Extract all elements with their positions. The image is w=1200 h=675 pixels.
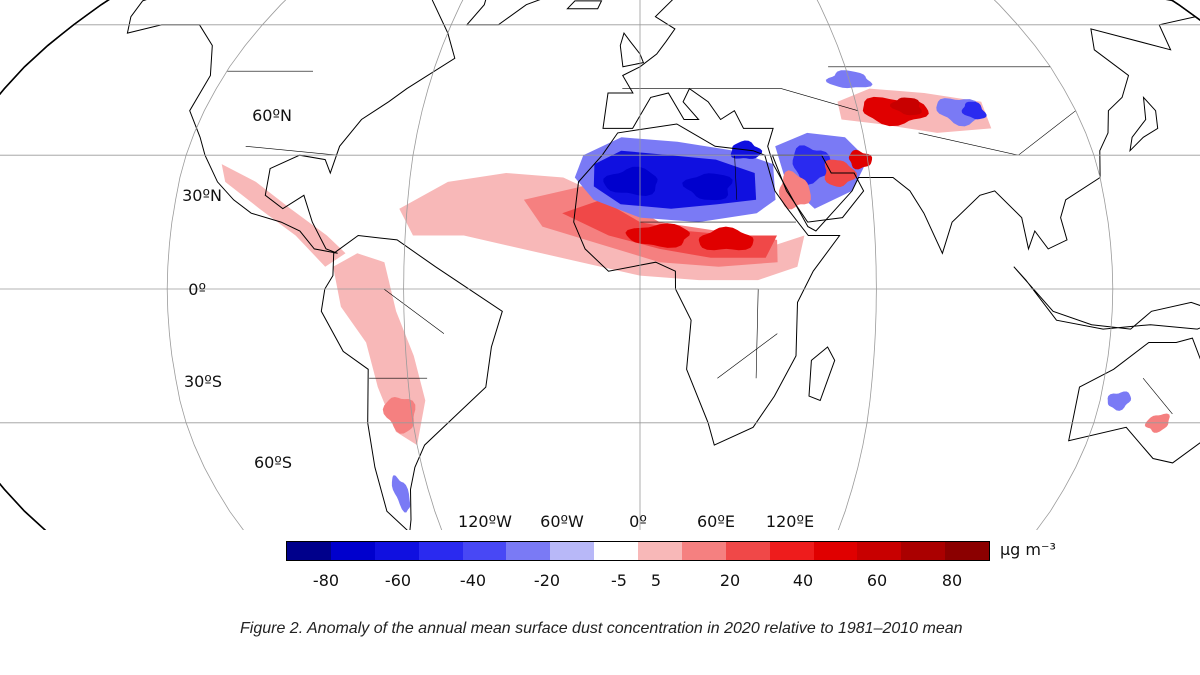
lon-label-120w: 120ºW [458, 512, 512, 531]
lat-label-0: 0º [188, 280, 206, 299]
anomaly-region [889, 97, 922, 116]
anomaly-region [221, 164, 346, 267]
colorbar-tick: 60 [866, 571, 888, 590]
anomaly-region [1107, 391, 1132, 411]
world-map [0, 0, 1200, 530]
colorbar-segment [813, 542, 858, 560]
landmass-arabia-inner [771, 154, 865, 223]
colorbar-segment [857, 542, 902, 560]
colorbar-segment [550, 542, 595, 560]
colorbar-tick: 40 [792, 571, 814, 590]
landmass-madagascar [808, 346, 836, 402]
anomaly-region [625, 223, 690, 248]
colorbar-tick: -60 [384, 571, 412, 590]
colorbar-segment [418, 542, 463, 560]
lat-label-60n: 60ºN [252, 106, 292, 125]
colorbar-segment [769, 542, 814, 560]
anomaly-region [682, 173, 733, 201]
anomaly-region [382, 397, 416, 434]
anomaly-region [848, 149, 873, 170]
anomaly-region [961, 101, 987, 120]
anomaly-region [778, 170, 811, 210]
landmass-greenland [465, 0, 591, 26]
colorbar-segment [725, 542, 770, 560]
colorbar-tick: -80 [312, 571, 340, 590]
landmass-eurasia [602, 0, 1197, 255]
lat-label-30n: 30ºN [182, 186, 222, 205]
colorbar-segment [287, 542, 331, 560]
lat-label-30s: 30ºS [183, 372, 222, 391]
colorbar-tick: 80 [941, 571, 963, 590]
lon-label-0: 0º [629, 512, 647, 531]
graticule-meridian [403, 0, 515, 530]
anomaly-region [603, 166, 658, 196]
colorbar-tick: 5 [650, 571, 662, 590]
country-border [1142, 378, 1173, 415]
lon-label-120e: 120ºE [765, 512, 815, 531]
landmass-indonesia [1013, 266, 1200, 330]
colorbar-segment [594, 542, 638, 560]
landmass-great-britain [619, 32, 645, 68]
graticule-meridian [891, 0, 1114, 530]
colorbar-segment [945, 542, 989, 560]
colorbar-segment [330, 542, 375, 560]
anomaly-region [391, 475, 411, 513]
country-border [717, 333, 778, 379]
graticule [0, 0, 1200, 530]
landmass-africa [573, 123, 841, 446]
landmass-north-america [126, 0, 456, 254]
colorbar-tick: 20 [719, 571, 741, 590]
anomaly-region [698, 226, 754, 251]
colorbar-segment [462, 542, 507, 560]
dust-anomaly-layer [221, 70, 1170, 513]
colorbar-tick: -40 [459, 571, 487, 590]
graticule-meridian [166, 0, 389, 530]
country-border [622, 88, 858, 111]
landmass-australia [1068, 337, 1200, 464]
landmass-iceland [566, 0, 603, 10]
lon-label-60w: 60ºW [540, 512, 584, 531]
colorbar-segment [638, 542, 682, 560]
colorbar-units: μg m⁻³ [1000, 540, 1056, 559]
colorbar [286, 541, 990, 561]
country-border [245, 146, 338, 156]
colorbar-tick: -20 [533, 571, 561, 590]
graticule-meridian [765, 0, 877, 530]
figure-caption: Figure 2. Anomaly of the annual mean sur… [240, 620, 963, 637]
colorbar-segment [901, 542, 946, 560]
colorbar-tick: -5 [611, 571, 627, 590]
colorbar-segment [374, 542, 419, 560]
colorbar-segment [506, 542, 551, 560]
anomaly-region [333, 253, 426, 446]
lat-label-60s: 60ºS [253, 453, 292, 472]
lon-label-60e: 60ºE [696, 512, 735, 531]
country-border [383, 288, 445, 334]
landmass-japan [1129, 95, 1159, 153]
coastlines [126, 0, 1200, 530]
colorbar-segment [681, 542, 726, 560]
